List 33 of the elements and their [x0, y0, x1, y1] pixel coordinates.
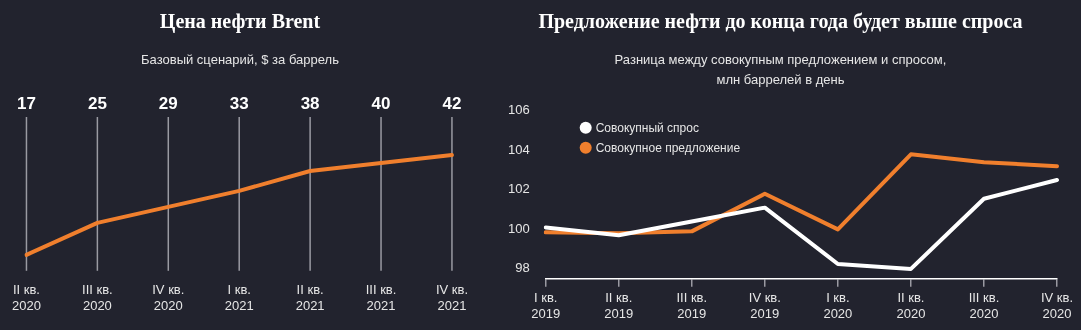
x-tick-label: III кв. 2020	[82, 282, 113, 313]
data-label: 17	[17, 94, 36, 114]
y-tick-label: 102	[507, 181, 530, 197]
x-tick-label: II кв. 2021	[295, 282, 325, 313]
x-tick-label: I кв. 2020	[823, 290, 853, 321]
y-tick-label: 106	[507, 102, 530, 118]
y-tick-label: 104	[507, 141, 530, 157]
x-tick-label: III кв. 2019	[676, 290, 708, 321]
x-tick-label: I кв. 2019	[531, 290, 561, 321]
x-tick-label: I кв. 2021	[224, 282, 254, 313]
x-tick-label: III кв. 2021	[365, 282, 397, 313]
legend-label: Совокупный спрос	[595, 121, 699, 136]
chart-subtitle: Базовый сценарий, $ за баррель	[140, 51, 340, 69]
x-tick-label: IV кв. 2021	[435, 282, 468, 313]
data-label: 25	[87, 94, 107, 114]
data-label: 40	[371, 94, 391, 114]
y-tick-label: 100	[507, 220, 530, 236]
y-tick-label: 98	[515, 260, 530, 276]
data-label: 29	[158, 94, 178, 114]
x-tick-label: II кв. 2020	[896, 290, 926, 321]
legend-label: Совокупное предложение	[595, 141, 741, 156]
x-tick-label: IV кв. 2020	[152, 282, 185, 313]
x-tick-label: II кв. 2020	[12, 282, 41, 313]
data-label: 33	[229, 94, 249, 114]
chart-title: Предложение нефти до конца года будет выше спроса	[537, 10, 1024, 33]
chart-title: Цена нефти Brent	[158, 10, 322, 33]
chart-subtitle: Разница между совокупным предложением и спросом, млн баррелей в день	[613, 51, 948, 89]
x-tick-label: IV кв. 2019	[748, 290, 781, 321]
x-tick-label: IV кв. 2020	[1040, 290, 1074, 321]
x-tick-label: II кв. 2019	[604, 290, 634, 321]
data-label: 38	[300, 94, 320, 114]
data-label: 42	[442, 94, 462, 114]
x-tick-label: III кв. 2020	[968, 290, 1000, 321]
